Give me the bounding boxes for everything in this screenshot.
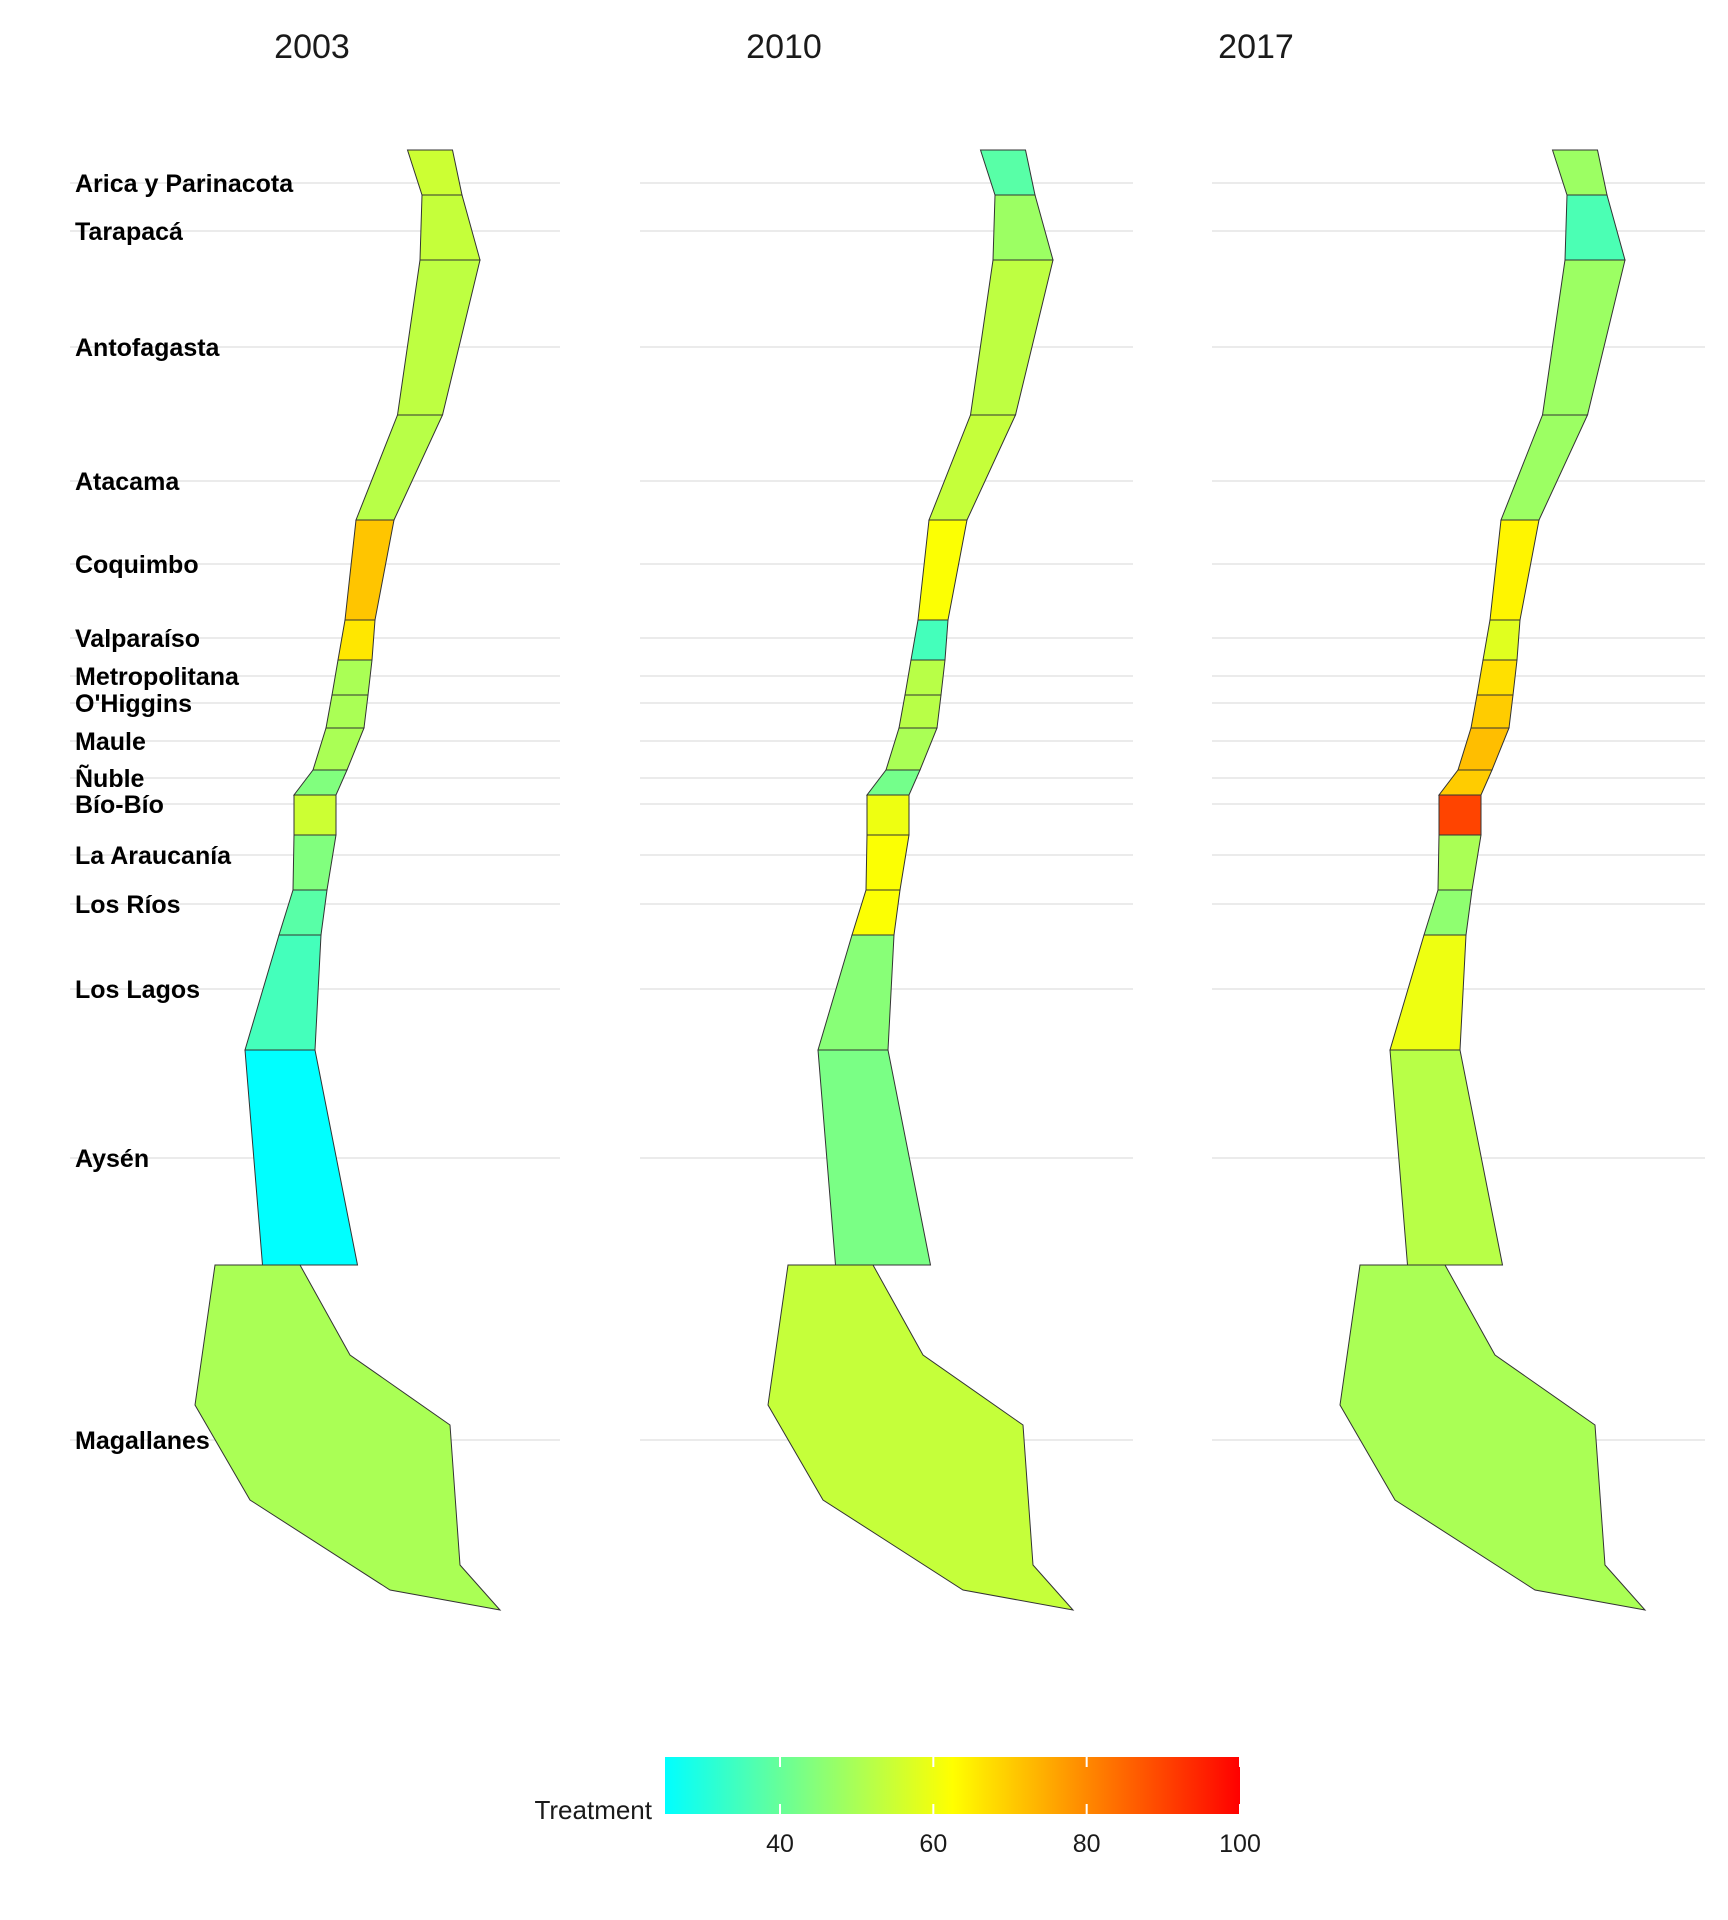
legend-tick-label-100: 100 <box>1219 1830 1261 1858</box>
region-magallanes-2017 <box>1339 1264 1647 1611</box>
region-tarapaca-2003 <box>419 194 481 261</box>
region-arica-y-parinacota-2003 <box>406 149 463 196</box>
region-magallanes-2010 <box>767 1264 1075 1611</box>
region-o-higgins-2003 <box>325 694 369 729</box>
region-coquimbo-2017 <box>1489 519 1540 621</box>
region-coquimbo-2010 <box>917 519 968 621</box>
region-bio-bio-2010 <box>866 794 910 836</box>
region-nuble-2003 <box>292 769 348 796</box>
region-valparaiso-2003 <box>337 619 376 661</box>
map-panel-2003 <box>194 149 502 1611</box>
region-magallanes-2003 <box>194 1264 502 1611</box>
region-atacama-2017 <box>1500 414 1589 521</box>
panel-title-2010: 2010 <box>746 28 822 66</box>
legend-title: Treatment <box>534 1795 652 1825</box>
region-label-aysen: Aysén <box>75 1145 149 1173</box>
region-nuble-2010 <box>865 769 921 796</box>
region-label-maule: Maule <box>75 728 146 756</box>
legend-tick-label-80: 80 <box>1073 1830 1101 1858</box>
region-bio-bio-2017 <box>1438 794 1482 836</box>
region-la-araucania-2017 <box>1437 834 1482 891</box>
region-atacama-2003 <box>355 414 444 521</box>
region-label-la-araucania: La Araucanía <box>75 842 232 870</box>
legend-tick-label-40: 40 <box>766 1830 794 1858</box>
region-los-lagos-2003 <box>244 934 322 1051</box>
region-tarapaca-2017 <box>1564 194 1626 261</box>
region-maule-2010 <box>885 727 938 771</box>
region-valparaiso-2010 <box>910 619 949 661</box>
region-los-lagos-2017 <box>1389 934 1467 1051</box>
region-los-lagos-2010 <box>817 934 895 1051</box>
region-arica-y-parinacota-2010 <box>979 149 1036 196</box>
region-coquimbo-2003 <box>344 519 395 621</box>
region-aysen-2017 <box>1389 1049 1504 1266</box>
region-label-bio-bio: Bío-Bío <box>75 791 164 819</box>
region-o-higgins-2017 <box>1470 694 1514 729</box>
panel-title-2003: 2003 <box>274 28 350 66</box>
region-los-rios-2017 <box>1423 889 1473 936</box>
region-maule-2017 <box>1457 727 1510 771</box>
region-label-valparaiso: Valparaíso <box>75 625 200 653</box>
region-metropolitana-2003 <box>331 659 373 696</box>
region-los-rios-2003 <box>278 889 328 936</box>
region-label-nuble: Ñuble <box>75 763 145 793</box>
region-nuble-2017 <box>1437 769 1493 796</box>
region-antofagasta-2003 <box>396 259 481 416</box>
region-antofagasta-2010 <box>969 259 1054 416</box>
region-label-antofagasta: Antofagasta <box>75 334 221 362</box>
region-label-arica-y-parinacota: Arica y Parinacota <box>75 170 294 198</box>
region-metropolitana-2017 <box>1476 659 1518 696</box>
map-panel-2010 <box>767 149 1075 1611</box>
region-tarapaca-2010 <box>992 194 1054 261</box>
region-la-araucania-2003 <box>292 834 337 891</box>
region-aysen-2003 <box>244 1049 359 1266</box>
region-atacama-2010 <box>928 414 1017 521</box>
legend-tick-label-60: 60 <box>919 1830 947 1858</box>
region-label-tarapaca: Tarapacá <box>75 218 183 246</box>
region-label-atacama: Atacama <box>75 468 180 496</box>
region-bio-bio-2003 <box>293 794 337 836</box>
region-label-los-lagos: Los Lagos <box>75 976 200 1004</box>
map-panel-2017 <box>1339 149 1647 1611</box>
region-label-o-higgins: O'Higgins <box>75 690 192 718</box>
legend-colorbar <box>665 1757 1240 1814</box>
region-aysen-2010 <box>817 1049 932 1266</box>
region-maule-2003 <box>312 727 365 771</box>
region-o-higgins-2010 <box>898 694 942 729</box>
panel-title-2017: 2017 <box>1218 28 1294 66</box>
region-label-coquimbo: Coquimbo <box>75 551 199 579</box>
region-los-rios-2010 <box>851 889 901 936</box>
region-antofagasta-2017 <box>1541 259 1626 416</box>
region-label-los-rios: Los Ríos <box>75 891 181 919</box>
region-la-araucania-2010 <box>865 834 910 891</box>
region-label-magallanes: Magallanes <box>75 1427 210 1455</box>
region-arica-y-parinacota-2017 <box>1551 149 1608 196</box>
region-valparaiso-2017 <box>1482 619 1521 661</box>
region-metropolitana-2010 <box>904 659 946 696</box>
region-label-metropolitana: Metropolitana <box>75 663 240 691</box>
